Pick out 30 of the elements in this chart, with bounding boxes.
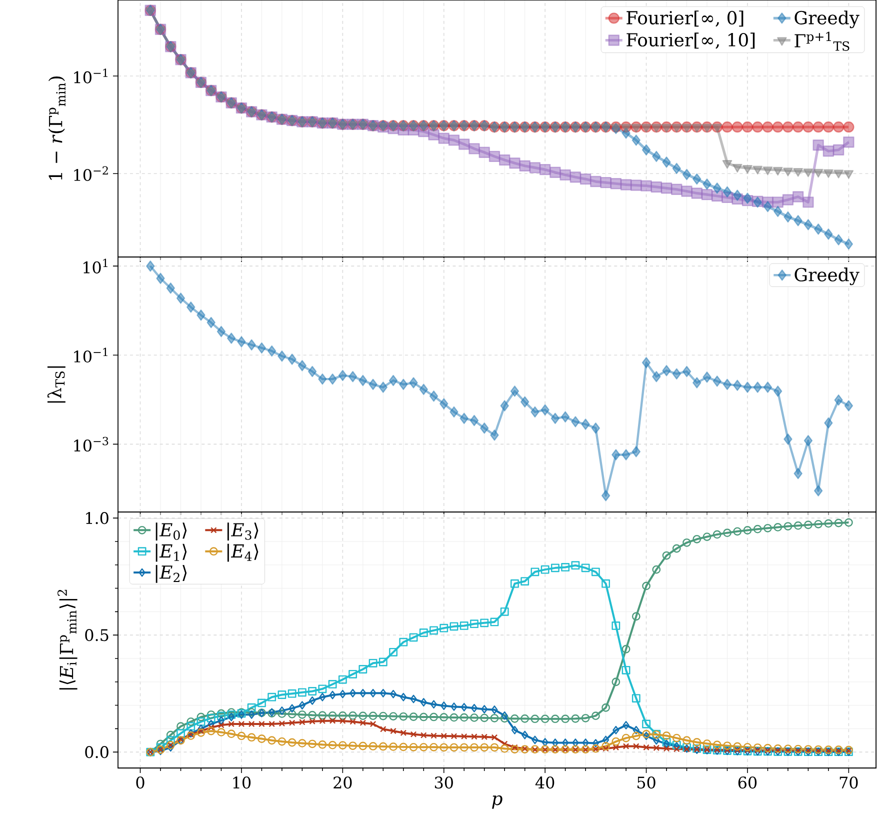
x-tick-label: 50 (637, 776, 656, 789)
legend-label: |E$_{0}$⟩ (156, 522, 187, 541)
legend-label: Γ$^{p+1}$TS (794, 32, 850, 51)
y-tick-label: 0.0 (85, 746, 108, 758)
legend-label: Fourier[∞, 0] (626, 10, 744, 27)
legend-label: |E$_{2}$⟩ (156, 564, 187, 583)
x-axis-title: p (492, 795, 502, 809)
x-tick-label: 40 (535, 776, 554, 789)
legend-label: Greedy (794, 268, 860, 286)
x-tick-label: 0 (136, 776, 144, 789)
y-tick-label: 10$^{−3}$ (74, 436, 108, 452)
y-tick-label: 1.0 (86, 512, 108, 524)
x-tick-label: 70 (840, 776, 858, 789)
y-tick-label: 10$^{−1}$ (74, 68, 108, 84)
y-tick-label: 10$^{−1}$ (74, 348, 108, 363)
legend-label: |E$_{4}$⟩ (227, 544, 258, 562)
legend-label: Fourier[∞, 10] (626, 32, 755, 49)
y-tick-label: 0.5 (85, 629, 108, 642)
x-tick-label: 30 (434, 776, 453, 789)
y-axis-title: 1 − r(Γ$^{p}$$_{min}$) (48, 76, 66, 180)
y-tick-label: 10$^{−2}$ (74, 166, 108, 181)
legend-label: |E$_{1}$⟩ (156, 544, 187, 562)
legend-label: |E$_{3}$⟩ (227, 522, 258, 541)
legend-label: Greedy (794, 10, 860, 28)
x-tick-label: 10 (233, 776, 251, 789)
y-axis-title: |λ$_{TS}$| (47, 366, 66, 403)
y-axis-title: |⟨E$_{i}$|Γ$^{p}$$_{min}$⟩|$^{2}$ (58, 590, 78, 690)
y-tick-label: 10$^{1}$ (84, 258, 108, 274)
x-tick-label: 60 (738, 776, 757, 789)
x-tick-label: 20 (334, 776, 352, 789)
